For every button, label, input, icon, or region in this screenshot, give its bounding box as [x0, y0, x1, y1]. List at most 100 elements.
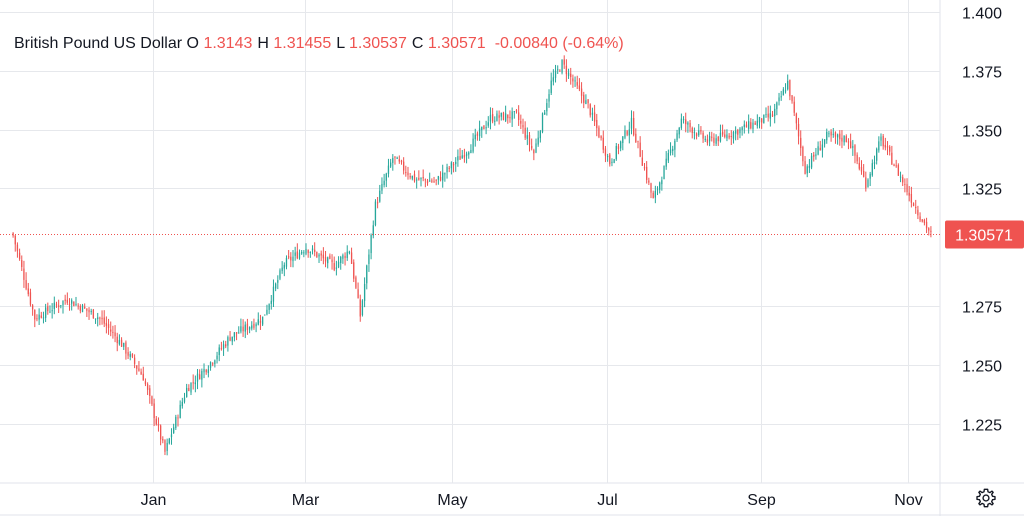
candle [381, 177, 383, 195]
candle-body [333, 263, 335, 271]
candle [231, 336, 233, 346]
candle [240, 318, 242, 334]
candle [669, 142, 672, 156]
candle-body [348, 251, 351, 253]
candle-body [704, 138, 706, 140]
candle-body [910, 193, 913, 203]
candle [583, 91, 585, 109]
candle-body [212, 363, 214, 365]
gear-icon[interactable] [975, 487, 997, 509]
grid-lines [0, 0, 940, 483]
candle-body [376, 202, 379, 204]
candle [346, 245, 348, 261]
candle [882, 134, 884, 150]
candle-body [58, 305, 60, 307]
candle [860, 160, 863, 175]
candle [826, 128, 828, 144]
candle [522, 118, 524, 134]
candle-body [379, 190, 381, 202]
candle [643, 162, 646, 171]
candle [721, 124, 724, 137]
candle [77, 303, 79, 310]
candle-body [255, 324, 257, 327]
candle-body [36, 318, 38, 320]
candle-body [537, 137, 539, 145]
candle [496, 110, 498, 122]
candle [617, 143, 620, 155]
candle [290, 252, 292, 268]
candle [125, 340, 127, 360]
candle-body [559, 70, 561, 72]
candle-body [385, 173, 387, 181]
candle-body [628, 129, 630, 136]
candle-body [361, 300, 364, 315]
candle [539, 129, 541, 143]
candle-body [567, 72, 570, 76]
candle-body [915, 206, 917, 209]
candle [849, 133, 852, 149]
candle-body [277, 280, 279, 283]
candle-body [216, 355, 218, 360]
candle [285, 255, 288, 270]
candle-body [38, 314, 40, 320]
candle-body [478, 128, 481, 137]
candle [535, 138, 537, 154]
candle [713, 133, 715, 146]
candle [105, 316, 108, 334]
candle-body [164, 440, 166, 452]
candle-body [309, 251, 311, 253]
candle-body [917, 209, 919, 216]
candle-body [863, 170, 865, 177]
candle-body [761, 118, 763, 123]
candle [526, 127, 528, 146]
candle-body [539, 131, 541, 139]
candle-body [244, 324, 246, 332]
candle [858, 157, 860, 171]
candle-body [544, 112, 546, 115]
candle [44, 303, 47, 323]
candle [717, 135, 719, 146]
candle [268, 303, 270, 314]
candle-body [622, 136, 624, 144]
candle [461, 149, 463, 159]
candle [435, 179, 437, 186]
candle-body [123, 342, 125, 347]
candle [376, 196, 379, 209]
candle [706, 134, 709, 146]
candle-body [574, 80, 576, 82]
candle-body [767, 113, 769, 118]
candle [246, 318, 249, 335]
candle [591, 107, 594, 121]
candle-body [656, 189, 659, 191]
candle-body [776, 102, 778, 110]
candle [635, 128, 637, 143]
candle-body [435, 179, 437, 181]
candle-body [151, 396, 153, 405]
candle-body [107, 324, 110, 329]
candle-body [700, 129, 702, 132]
candle [318, 253, 320, 263]
candle-body [294, 252, 296, 256]
candle-body [591, 112, 594, 115]
candle [715, 134, 717, 147]
candle-body [867, 179, 869, 187]
candle-body [793, 101, 795, 113]
candle [248, 326, 251, 334]
candle-body [44, 307, 47, 318]
candle [574, 76, 576, 87]
candle-body [21, 260, 23, 267]
candle [372, 220, 374, 239]
candle-body [526, 135, 528, 139]
candle-body [292, 256, 294, 262]
candle-body [552, 77, 555, 82]
candle [190, 382, 192, 396]
candle-body [270, 300, 272, 304]
candle [201, 368, 203, 388]
candle-body [619, 141, 622, 149]
candle [524, 121, 526, 140]
candle-body [101, 317, 103, 320]
candle-body [118, 339, 121, 345]
candle [910, 186, 913, 208]
candle-body [882, 136, 884, 147]
